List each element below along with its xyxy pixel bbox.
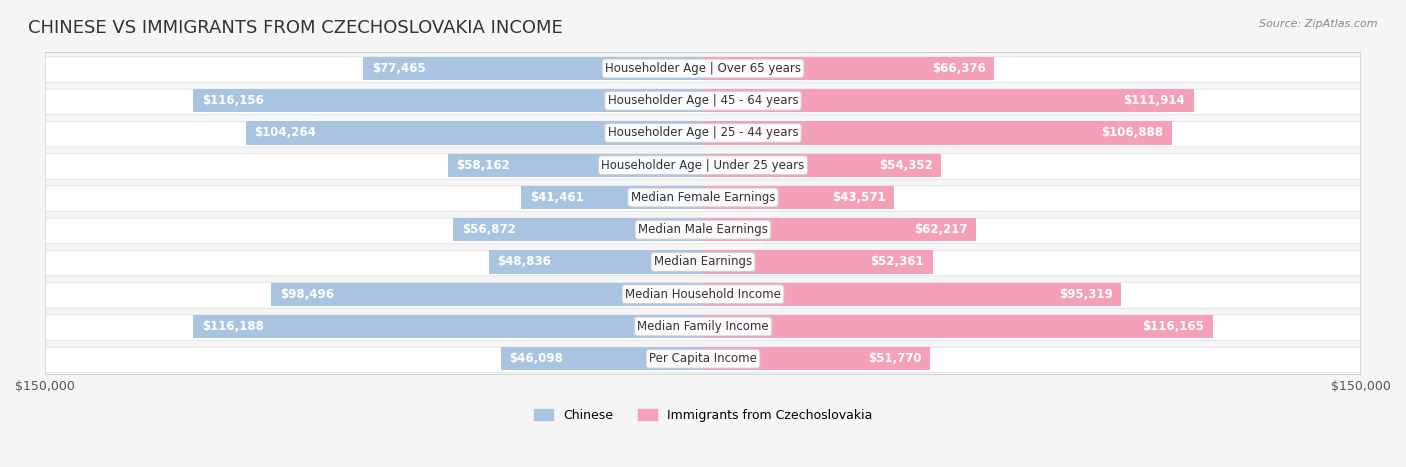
Bar	[449, 154, 703, 177]
Text: $116,188: $116,188	[202, 320, 264, 333]
Text: Per Capita Income: Per Capita Income	[650, 352, 756, 365]
Bar	[363, 57, 703, 80]
FancyBboxPatch shape	[45, 57, 1361, 82]
Bar	[501, 347, 703, 370]
FancyBboxPatch shape	[45, 218, 1361, 244]
Text: $116,156: $116,156	[202, 94, 264, 107]
Bar	[454, 218, 703, 241]
FancyBboxPatch shape	[45, 250, 1361, 276]
Text: $106,888: $106,888	[1101, 127, 1163, 140]
Bar	[194, 89, 703, 113]
Text: $95,319: $95,319	[1059, 288, 1112, 301]
Text: $48,836: $48,836	[498, 255, 551, 269]
Bar	[703, 186, 894, 209]
FancyBboxPatch shape	[45, 283, 1361, 308]
Bar	[703, 315, 1212, 338]
Text: Median Household Income: Median Household Income	[626, 288, 780, 301]
Bar	[703, 57, 994, 80]
Legend: Chinese, Immigrants from Czechoslovakia: Chinese, Immigrants from Czechoslovakia	[529, 403, 877, 427]
Text: Householder Age | 25 - 44 years: Householder Age | 25 - 44 years	[607, 127, 799, 140]
Text: Median Female Earnings: Median Female Earnings	[631, 191, 775, 204]
Bar	[193, 315, 703, 338]
Text: Median Family Income: Median Family Income	[637, 320, 769, 333]
Text: $66,376: $66,376	[932, 62, 986, 75]
Text: $116,165: $116,165	[1142, 320, 1204, 333]
Text: $51,770: $51,770	[868, 352, 921, 365]
FancyBboxPatch shape	[45, 121, 1361, 147]
Text: $98,496: $98,496	[280, 288, 333, 301]
Bar	[703, 154, 942, 177]
Bar	[703, 218, 976, 241]
Bar	[271, 283, 703, 306]
Text: CHINESE VS IMMIGRANTS FROM CZECHOSLOVAKIA INCOME: CHINESE VS IMMIGRANTS FROM CZECHOSLOVAKI…	[28, 19, 562, 37]
Bar	[703, 121, 1173, 145]
Text: Householder Age | 45 - 64 years: Householder Age | 45 - 64 years	[607, 94, 799, 107]
FancyBboxPatch shape	[45, 315, 1361, 340]
FancyBboxPatch shape	[45, 186, 1361, 212]
Text: $56,872: $56,872	[463, 223, 516, 236]
Bar	[703, 283, 1121, 306]
Text: $52,361: $52,361	[870, 255, 924, 269]
Text: Householder Age | Over 65 years: Householder Age | Over 65 years	[605, 62, 801, 75]
FancyBboxPatch shape	[45, 154, 1361, 179]
Bar	[246, 121, 703, 145]
FancyBboxPatch shape	[45, 89, 1361, 114]
FancyBboxPatch shape	[45, 347, 1361, 373]
Text: $54,352: $54,352	[879, 159, 932, 172]
Bar	[703, 347, 931, 370]
Text: Median Male Earnings: Median Male Earnings	[638, 223, 768, 236]
Bar	[489, 250, 703, 274]
Text: Householder Age | Under 25 years: Householder Age | Under 25 years	[602, 159, 804, 172]
Text: $58,162: $58,162	[457, 159, 510, 172]
Text: $43,571: $43,571	[832, 191, 886, 204]
Bar	[703, 89, 1194, 113]
Text: Source: ZipAtlas.com: Source: ZipAtlas.com	[1260, 19, 1378, 28]
Bar	[522, 186, 703, 209]
Text: $111,914: $111,914	[1123, 94, 1185, 107]
Text: $77,465: $77,465	[373, 62, 426, 75]
Text: $62,217: $62,217	[914, 223, 967, 236]
Bar	[703, 250, 932, 274]
Text: $41,461: $41,461	[530, 191, 583, 204]
Text: $46,098: $46,098	[509, 352, 564, 365]
Text: Median Earnings: Median Earnings	[654, 255, 752, 269]
Text: $104,264: $104,264	[254, 127, 316, 140]
